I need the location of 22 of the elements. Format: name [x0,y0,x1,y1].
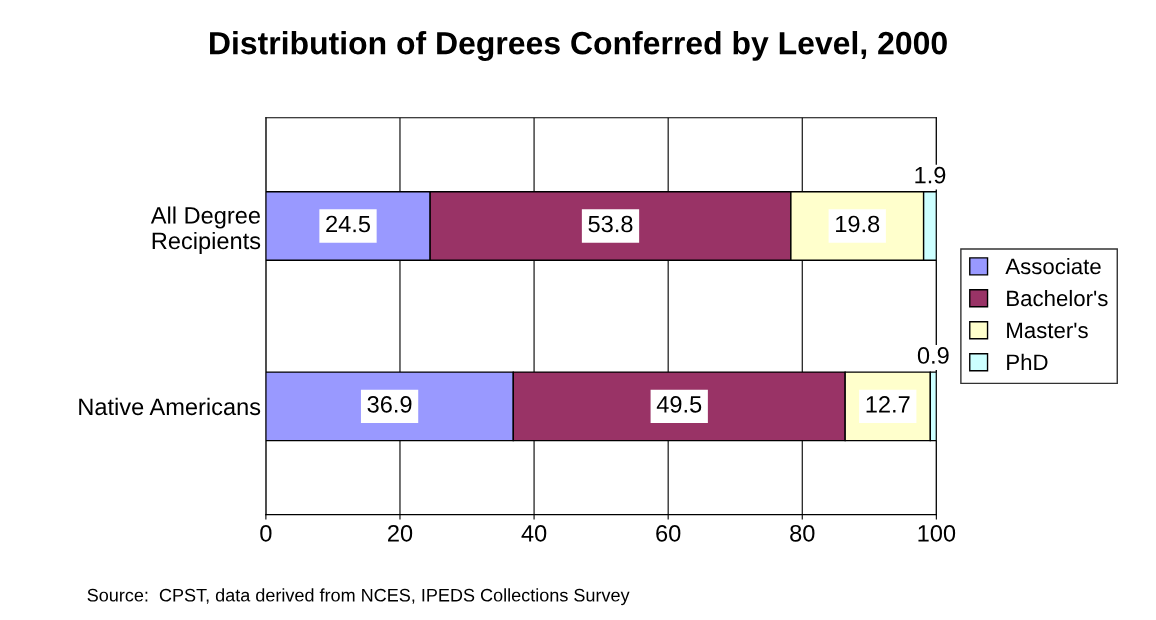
data-label: 49.5 [656,396,702,413]
data-label: 24.5 [326,215,370,233]
x-tick-label: 20 [388,524,413,542]
x-tick-label: 40 [521,524,547,542]
legend-label: Bachelor's [1007,289,1108,307]
legend-label: Associate [1005,257,1101,275]
source-note: Source: CPST, data derived from NCES, IPEDS Collections Survey [87,588,630,606]
data-label: 1.9 [915,166,946,184]
x-tick-label: 100 [918,524,956,542]
legend-label: PhD [1007,353,1048,370]
y-tick-label: All Degree Recipients [150,206,261,254]
data-label: 0.9 [917,347,949,364]
legend-label: Master's [1007,322,1088,339]
chart-title: Distribution of Degrees Conferred by Level, 2000 [210,31,947,61]
data-label: 36.9 [367,396,412,413]
y-tick-label: Native Americans [79,397,261,416]
data-label: 19.8 [836,215,880,233]
x-tick-label: 0 [260,524,272,542]
x-tick-label: 80 [790,524,815,542]
data-label: 12.7 [866,396,910,413]
x-tick-label: 60 [656,524,681,542]
data-label: 53.8 [588,215,633,233]
